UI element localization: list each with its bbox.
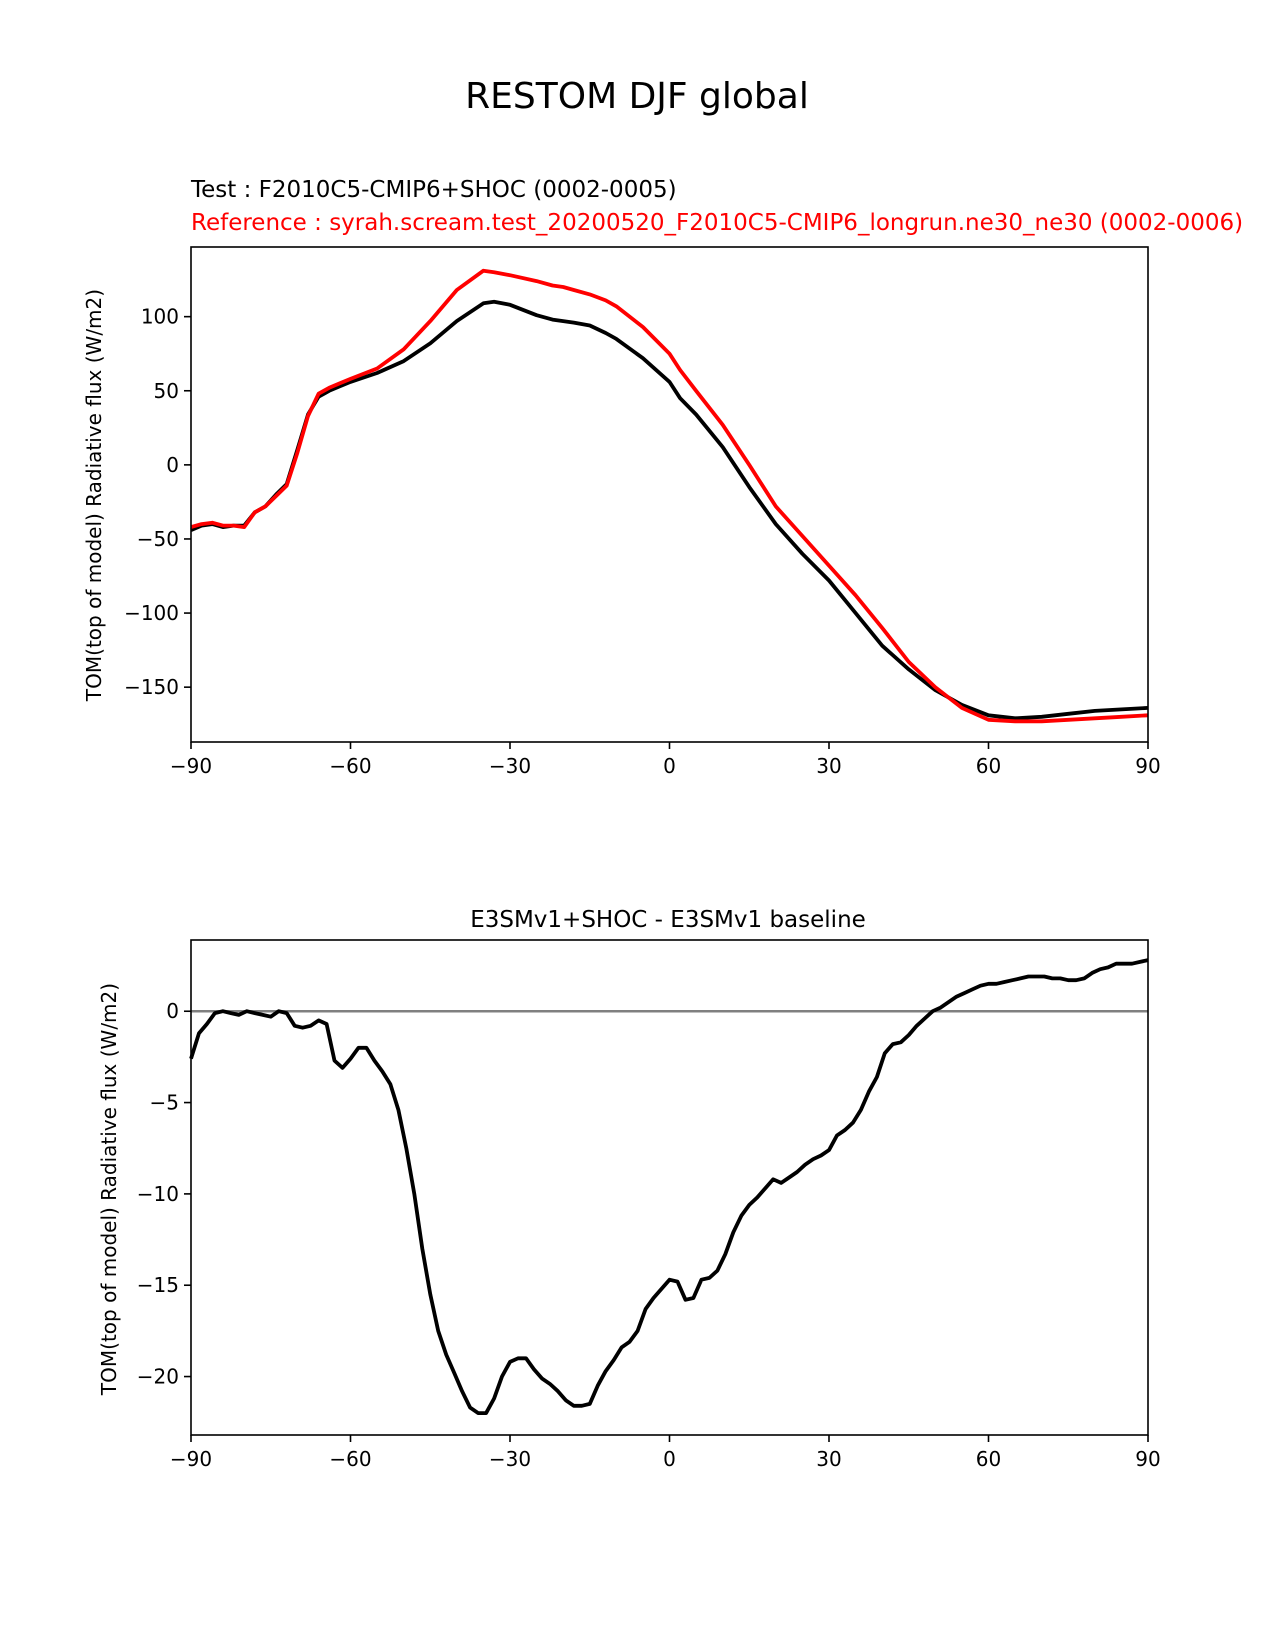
- y-tick-label: 0: [166, 999, 179, 1023]
- y-tick-label: −15: [137, 1273, 179, 1297]
- x-tick-label: 90: [1135, 1447, 1160, 1471]
- x-tick-label: 60: [976, 1447, 1001, 1471]
- y-tick-label: −20: [137, 1365, 179, 1389]
- bottom-ylabel: TOM(top of model) Radiative flux (W/m2): [97, 983, 121, 1396]
- x-tick-label: −60: [329, 1447, 371, 1471]
- figure-suptitle: RESTOM DJF global: [465, 76, 809, 117]
- x-tick-label: 90: [1135, 754, 1160, 778]
- x-tick-label: −90: [170, 1447, 212, 1471]
- y-tick-label: −10: [137, 1182, 179, 1206]
- top-ylabel: TOM(top of model) Radiative flux (W/m2): [82, 289, 106, 702]
- y-tick-label: −50: [137, 527, 179, 551]
- x-tick-label: −90: [170, 754, 212, 778]
- series-line-difference: [189, 958, 1149, 1415]
- y-tick-label: −5: [150, 1091, 179, 1115]
- y-tick-label: 0: [166, 453, 179, 477]
- x-tick-label: −30: [489, 754, 531, 778]
- bottom-title: E3SMv1+SHOC - E3SMv1 baseline: [470, 907, 866, 933]
- y-tick-label: −100: [124, 601, 179, 625]
- y-tick-label: −150: [124, 675, 179, 699]
- top-plot-area: −90 −60 −30 0 30 60 90 100 50 0 −50 −100 −150: [124, 246, 1161, 778]
- y-tick-label: 100: [141, 305, 179, 329]
- x-tick-label: −30: [489, 1447, 531, 1471]
- y-tick-label: 50: [154, 379, 179, 403]
- x-tick-label: 0: [663, 754, 676, 778]
- x-tick-label: 60: [976, 754, 1001, 778]
- test-label: Test : F2010C5-CMIP6+SHOC (0002-0005): [190, 177, 677, 203]
- panel-bottom: E3SMv1+SHOC - E3SMv1 baseline TOM(top of…: [97, 907, 1161, 1471]
- panel-top: Test : F2010C5-CMIP6+SHOC (0002-0005) Re…: [82, 177, 1243, 778]
- series-line-reference: [190, 268, 1149, 724]
- bottom-plot-area: −90 −60 −30 0 30 60 90 0 −5 −10 −15 −20: [137, 939, 1161, 1471]
- x-tick-label: 0: [663, 1447, 676, 1471]
- x-tick-label: 30: [816, 754, 841, 778]
- x-tick-label: −60: [329, 754, 371, 778]
- reference-label: Reference : syrah.scream.test_20200520_F…: [191, 210, 1243, 236]
- x-tick-label: 30: [816, 1447, 841, 1471]
